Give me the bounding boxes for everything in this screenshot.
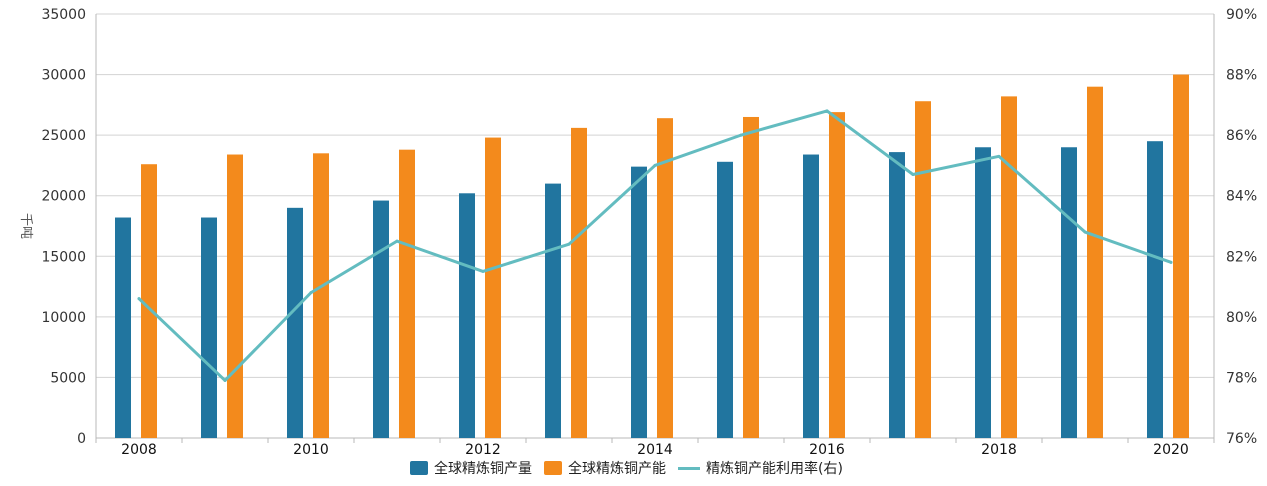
line-point-utilization <box>137 297 141 301</box>
bar-production <box>1061 147 1077 438</box>
line-point-utilization <box>481 269 485 273</box>
bar-production <box>287 207 303 438</box>
bar-capacity <box>571 127 587 439</box>
legend-swatch-production <box>410 461 428 475</box>
bar-production <box>631 166 647 438</box>
gridlines <box>96 13 1214 439</box>
bar-capacity <box>829 112 845 438</box>
bar-production <box>889 152 905 439</box>
bar-capacity <box>313 153 329 439</box>
y-tick-label-right: 88% <box>1226 68 1257 84</box>
bar-production <box>1147 141 1163 438</box>
y-tick-label-left: 15000 <box>41 249 86 265</box>
y-tick-label-left: 0 <box>77 431 86 447</box>
bar-production <box>201 217 217 438</box>
bar-capacity <box>141 164 157 438</box>
axes <box>95 14 1215 443</box>
x-tick-label: 2012 <box>465 442 501 458</box>
y-tick-label-right: 78% <box>1226 370 1257 386</box>
x-tick-label: 2016 <box>809 442 845 458</box>
x-tick-label: 2020 <box>1153 442 1189 458</box>
y-tick-label-left: 25000 <box>41 128 86 144</box>
y-axis-title: 千吨 <box>18 213 33 239</box>
y-tick-label-left: 10000 <box>41 310 86 326</box>
y-tick-label-left: 30000 <box>41 68 86 84</box>
bar-capacity <box>227 154 243 439</box>
bar-capacity <box>399 149 415 438</box>
bar-capacity <box>657 118 673 438</box>
y-tick-label-left: 20000 <box>41 189 86 205</box>
line-point-utilization <box>739 133 743 137</box>
x-tick-label: 2014 <box>637 442 673 458</box>
y-tick-label-right: 82% <box>1226 249 1257 265</box>
line-point-utilization <box>1083 230 1087 234</box>
bar-capacity <box>485 137 501 438</box>
y-tick-label-right: 86% <box>1226 128 1257 144</box>
legend-swatch-utilization <box>678 466 700 470</box>
bar-capacity <box>1173 74 1189 439</box>
legend-swatch-capacity <box>544 461 562 475</box>
y-tick-label-left: 5000 <box>50 370 86 386</box>
bar-production <box>975 147 991 438</box>
legend-item-utilization[interactable]: 精炼铜产能利用率(右) <box>678 458 843 478</box>
bar-capacity <box>1087 86 1103 438</box>
tick-labels: 0 76% 5000 78% 10000 80% 15000 82% 20000 84% 25000… <box>18 7 1257 458</box>
y-tick-label-right: 84% <box>1226 189 1257 205</box>
legend-item-capacity[interactable]: 全球精炼铜产能 <box>544 458 666 478</box>
line-point-utilization <box>997 154 1001 158</box>
legend-label-production: 全球精炼铜产量 <box>434 461 532 477</box>
line-point-utilization <box>653 163 657 167</box>
legend-item-production[interactable]: 全球精炼铜产量 <box>410 458 532 478</box>
legend-label-capacity: 全球精炼铜产能 <box>568 461 666 477</box>
line-point-utilization <box>911 173 915 177</box>
legend: 全球精炼铜产量 全球精炼铜产能 精炼铜产能利用率(右) <box>410 458 855 478</box>
bar-production <box>459 193 475 438</box>
bar-production <box>545 183 561 438</box>
bar-production <box>115 217 131 438</box>
bar-capacity <box>743 116 759 438</box>
legend-label-utilization: 精炼铜产能利用率(右) <box>706 461 843 477</box>
x-tick-label: 2018 <box>981 442 1017 458</box>
line-point-utilization <box>309 291 313 295</box>
bar-capacity <box>915 101 931 439</box>
utilization-line <box>137 109 1173 382</box>
bar-capacity <box>1001 96 1017 439</box>
bar-production <box>373 200 389 438</box>
line-point-utilization <box>1169 260 1173 264</box>
bar-production <box>717 161 733 438</box>
y-tick-label-right: 90% <box>1226 7 1257 23</box>
y-tick-label-right: 80% <box>1226 310 1257 326</box>
y-tick-label-right: 76% <box>1226 431 1257 447</box>
line-point-utilization <box>567 242 571 246</box>
x-tick-label: 2010 <box>293 442 329 458</box>
line-point-utilization <box>223 378 227 382</box>
bar-production <box>803 154 819 439</box>
line-point-utilization <box>825 109 829 113</box>
y-tick-label-left: 35000 <box>41 7 86 23</box>
x-tick-label: 2008 <box>121 442 157 458</box>
line-point-utilization <box>395 239 399 243</box>
